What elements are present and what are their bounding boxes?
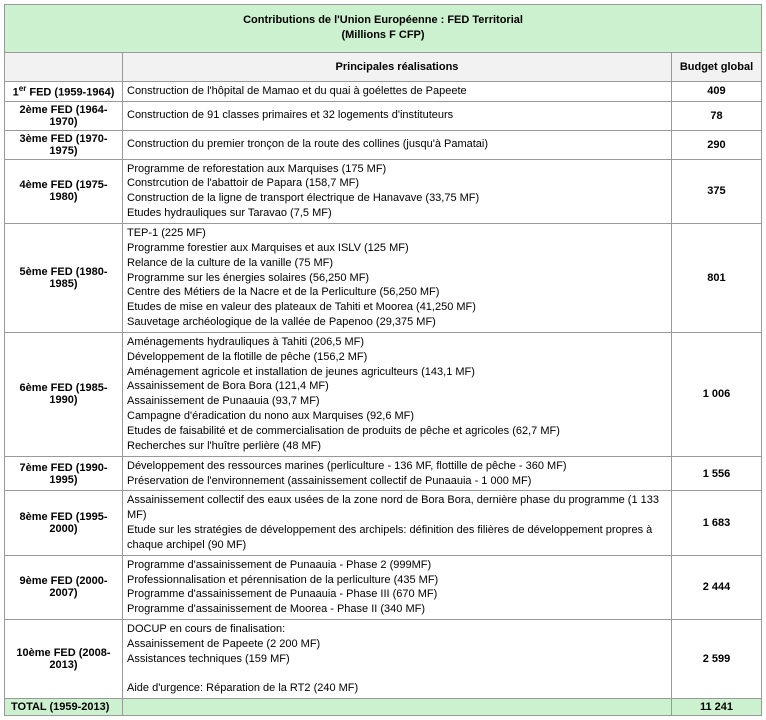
total-real — [123, 699, 672, 716]
fed-label: 1er FED (1959-1964) — [5, 81, 123, 101]
budget-value: 1 556 — [671, 456, 761, 491]
header-real: Principales réalisations — [123, 52, 672, 81]
fed-table: Contributions de l'Union Européenne : FE… — [4, 4, 762, 716]
budget-value: 78 — [671, 101, 761, 130]
table-row: 6ème FED (1985-1990)Aménagements hydraul… — [5, 332, 762, 456]
fed-label: 6ème FED (1985-1990) — [5, 332, 123, 456]
fed-label: 9ème FED (2000-2007) — [5, 555, 123, 619]
header-row: Principales réalisations Budget global — [5, 52, 762, 81]
realisations: TEP-1 (225 MF)Programme forestier aux Ma… — [123, 224, 672, 333]
fed-label: 10ème FED (2008-2013) — [5, 620, 123, 699]
budget-value: 2 444 — [671, 555, 761, 619]
fed-label: 8ème FED (1995-2000) — [5, 491, 123, 555]
budget-value: 290 — [671, 130, 761, 159]
table-row: 5ème FED (1980-1985)TEP-1 (225 MF)Progra… — [5, 224, 762, 333]
title-line2: (Millions F CFP) — [341, 29, 424, 41]
table-row: 3ème FED (1970-1975)Construction du prem… — [5, 130, 762, 159]
title-line1: Contributions de l'Union Européenne : FE… — [243, 14, 523, 26]
fed-suffix: FED (1959-1964) — [26, 87, 114, 99]
table-row: 8ème FED (1995-2000)Assainissement colle… — [5, 491, 762, 555]
table-row: 1er FED (1959-1964)Construction de l'hôp… — [5, 81, 762, 101]
table-row: 10ème FED (2008-2013)DOCUP en cours de f… — [5, 620, 762, 699]
realisations: Construction de 91 classes primaires et … — [123, 101, 672, 130]
realisations: Assainissement collectif des eaux usées … — [123, 491, 672, 555]
budget-value: 801 — [671, 224, 761, 333]
realisations: Programme d'assainissement de Punaauia -… — [123, 555, 672, 619]
fed-label: 5ème FED (1980-1985) — [5, 224, 123, 333]
budget-value: 375 — [671, 159, 761, 223]
budget-value: 1 006 — [671, 332, 761, 456]
header-budget: Budget global — [671, 52, 761, 81]
total-budget: 11 241 — [671, 699, 761, 716]
fed-label: 4ème FED (1975-1980) — [5, 159, 123, 223]
budget-value: 409 — [671, 81, 761, 101]
realisations: DOCUP en cours de finalisation:Assainiss… — [123, 620, 672, 699]
fed-label: 3ème FED (1970-1975) — [5, 130, 123, 159]
budget-value: 1 683 — [671, 491, 761, 555]
fed-label: 7ème FED (1990-1995) — [5, 456, 123, 491]
title-row: Contributions de l'Union Européenne : FE… — [5, 5, 762, 53]
realisations: Programme de reforestation aux Marquises… — [123, 159, 672, 223]
budget-value: 2 599 — [671, 620, 761, 699]
realisations: Construction de l'hôpital de Mamao et du… — [123, 81, 672, 101]
total-row: TOTAL (1959-2013) 11 241 — [5, 699, 762, 716]
total-label: TOTAL (1959-2013) — [5, 699, 123, 716]
fed-label: 2ème FED (1964-1970) — [5, 101, 123, 130]
table-row: 4ème FED (1975-1980)Programme de refores… — [5, 159, 762, 223]
table-row: 9ème FED (2000-2007)Programme d'assainis… — [5, 555, 762, 619]
realisations: Aménagements hydrauliques à Tahiti (206,… — [123, 332, 672, 456]
table-row: 2ème FED (1964-1970)Construction de 91 c… — [5, 101, 762, 130]
header-fed — [5, 52, 123, 81]
realisations: Développement des ressources marines (pe… — [123, 456, 672, 491]
realisations: Construction du premier tronçon de la ro… — [123, 130, 672, 159]
table-row: 7ème FED (1990-1995)Développement des re… — [5, 456, 762, 491]
